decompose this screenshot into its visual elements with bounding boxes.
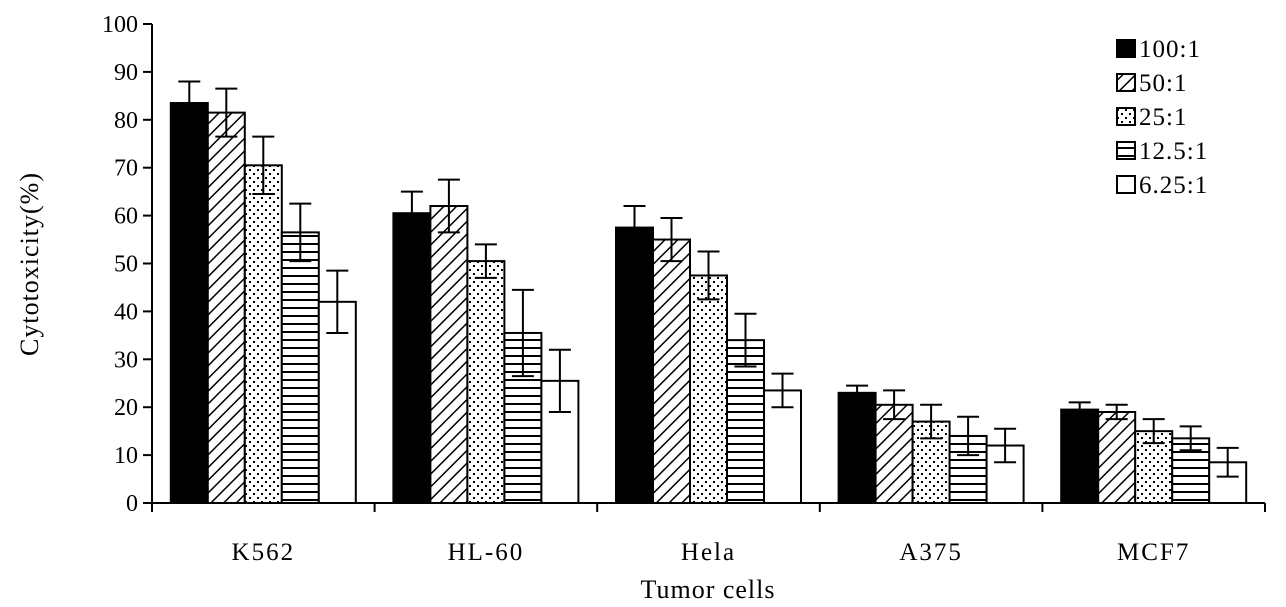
error-bar	[215, 87, 238, 138]
x-axis-title: Tumor cells	[641, 575, 776, 604]
legend-label: 100:1	[1139, 36, 1201, 63]
bar	[652, 238, 691, 505]
bar	[466, 260, 506, 505]
y-tick-label: 70	[114, 156, 138, 182]
x-axis: K562 HL-60 Hela A375 MCF7	[151, 502, 1266, 566]
legend-swatch	[1116, 73, 1136, 92]
bar	[1097, 410, 1137, 504]
y-axis: 0 10 20 30 40 50 60 70 80 90 100	[102, 12, 153, 517]
bar	[763, 389, 802, 504]
error-bar	[883, 389, 906, 421]
error-bar	[1105, 403, 1128, 421]
error-bar	[697, 250, 720, 301]
error-bar	[771, 372, 794, 409]
error-bar	[1179, 425, 1202, 452]
y-tick-label: 50	[114, 252, 138, 278]
error-bar	[1068, 401, 1091, 418]
category-label: K562	[232, 539, 296, 566]
bar	[837, 391, 877, 504]
legend-swatch	[1116, 141, 1136, 160]
category-label: A375	[899, 539, 963, 566]
legend-swatch	[1116, 39, 1136, 58]
error-bar	[920, 403, 943, 440]
error-bar-group	[178, 80, 1239, 478]
error-bar	[289, 202, 312, 263]
y-tick-label: 80	[114, 108, 138, 134]
y-tick-label: 0	[126, 491, 138, 517]
bar	[689, 274, 728, 504]
category-label: Hela	[681, 539, 736, 566]
bar	[392, 212, 432, 505]
error-bar	[660, 216, 683, 263]
error-bar	[994, 427, 1017, 464]
error-bar	[1142, 418, 1165, 445]
error-bar	[326, 269, 349, 334]
bar-series-group	[169, 102, 1248, 505]
legend: 100:1 50:1 25:1 12.5:1 6.25:1	[1116, 36, 1208, 199]
legend-label: 50:1	[1139, 70, 1187, 97]
error-bar	[252, 135, 275, 196]
error-bar	[511, 288, 534, 378]
legend-swatch	[1116, 107, 1136, 126]
y-tick-label: 20	[114, 395, 138, 421]
bar	[1060, 408, 1100, 504]
y-tick-label: 90	[114, 60, 138, 86]
category-label: MCF7	[1117, 539, 1190, 566]
category-label: HL-60	[448, 539, 525, 566]
error-bar	[623, 205, 646, 251]
y-tick-label: 10	[114, 443, 138, 469]
error-bar	[400, 190, 423, 236]
error-bar	[846, 384, 869, 402]
bar	[243, 164, 283, 504]
bar	[169, 102, 209, 504]
error-bar	[1216, 446, 1239, 478]
y-tick-label: 40	[114, 299, 138, 325]
bar	[280, 231, 320, 505]
error-bar	[474, 243, 497, 279]
legend-swatch	[1116, 175, 1136, 194]
bar	[615, 226, 654, 504]
error-bar	[178, 80, 201, 126]
legend-label: 25:1	[1139, 104, 1187, 131]
error-bar	[734, 312, 757, 368]
bar	[429, 205, 469, 505]
error-bar	[437, 178, 460, 234]
error-bar	[548, 348, 571, 413]
y-tick-label: 60	[114, 204, 138, 230]
legend-label: 12.5:1	[1139, 138, 1208, 165]
bar	[206, 111, 246, 505]
y-tick-label: 100	[102, 12, 138, 38]
y-axis-title: Cytotoxicity(%)	[15, 172, 44, 356]
error-bar	[957, 415, 980, 457]
y-tick-label: 30	[114, 347, 138, 373]
legend-label: 6.25:1	[1139, 172, 1208, 199]
